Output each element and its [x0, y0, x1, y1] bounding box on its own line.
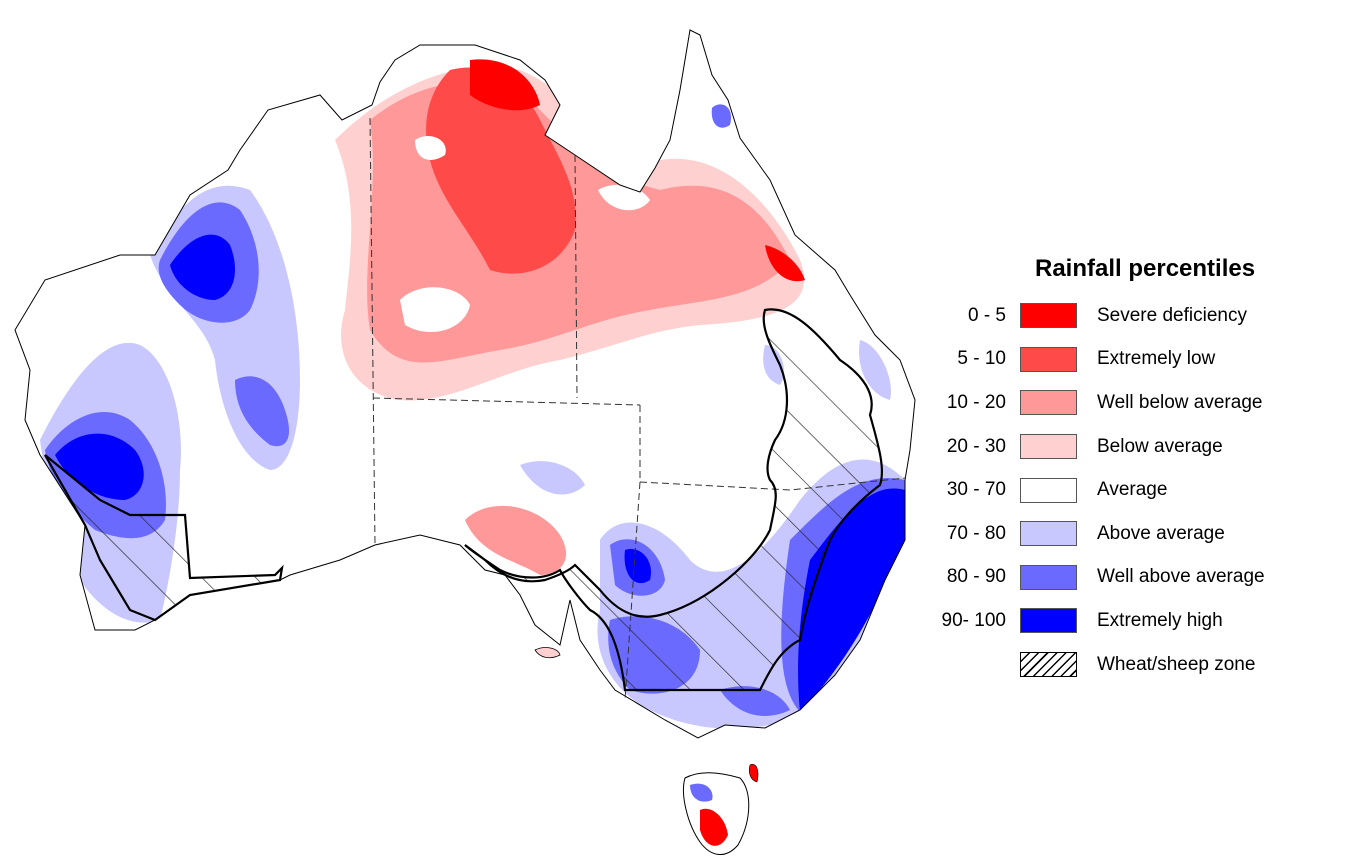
legend: Rainfall percentiles 0 - 5 Severe deficie…: [930, 255, 1330, 686]
legend-range: 20 - 30: [946, 435, 1006, 457]
legend-range: 30 - 70: [946, 479, 1006, 501]
legend-title: Rainfall percentiles: [1035, 255, 1256, 282]
legend-label: Extremely low: [1097, 348, 1216, 370]
tasmania-well-above: [690, 783, 713, 802]
cape-york-patch: [711, 104, 731, 128]
tasmania-severe-deficiency: [700, 808, 728, 846]
legend-label: Well above average: [1097, 566, 1265, 588]
legend-swatch: [1020, 521, 1077, 547]
legend-range: 70 - 80: [946, 522, 1006, 544]
border-wa-nt: [369, 117, 376, 546]
kangaroo-island: [534, 647, 561, 659]
legend-swatch: [1020, 390, 1077, 416]
tasmania: [682, 764, 759, 855]
legend-range: 5 - 10: [957, 348, 1006, 370]
above-average-sa-patch: [520, 461, 585, 495]
border-nt-sa: [372, 397, 641, 406]
average-patch-1: [400, 287, 470, 333]
above-average-qld-coast: [859, 340, 891, 400]
legend-row: 80 - 90 Well above average: [930, 556, 1330, 600]
legend-label: Below average: [1097, 435, 1223, 457]
border-sa-qld-nsw: [639, 405, 906, 491]
legend-swatch: [1020, 346, 1077, 372]
legend-label: Severe deficiency: [1097, 304, 1247, 326]
legend-label: Above average: [1097, 522, 1225, 544]
well-below-average-sa: [465, 505, 567, 575]
extremely-high-se-1: [624, 549, 651, 584]
legend-range: 90- 100: [941, 609, 1006, 631]
legend-row: 30 - 70 Average: [930, 468, 1330, 512]
legend-range: 10 - 20: [946, 391, 1006, 413]
legend-swatch: [1020, 434, 1077, 460]
legend-label-wheat-sheep: Wheat/sheep zone: [1097, 653, 1256, 675]
legend-range: 0 - 5: [967, 304, 1006, 326]
severe-deficiency-east-coast: [765, 245, 805, 282]
average-patch-3: [415, 135, 446, 160]
legend-row: 20 - 30 Below average: [930, 425, 1330, 469]
well-above-average-gippsland: [720, 686, 790, 716]
flinders-island: [748, 764, 759, 783]
well-above-average-wa-central: [235, 376, 290, 447]
legend-label: Well below average: [1097, 391, 1263, 413]
legend-rows: 0 - 5 Severe deficiency 5 - 10 Extremely lo…: [930, 294, 1330, 643]
legend-row: 90- 100 Extremely high: [930, 599, 1330, 643]
extremely-high-wa-north: [170, 234, 235, 300]
legend-row: 70 - 80 Above average: [930, 512, 1330, 556]
legend-row: 0 - 5 Severe deficiency: [930, 294, 1330, 338]
legend-swatch-hatch: [1020, 652, 1077, 678]
legend-swatch: [1020, 303, 1077, 329]
legend-label: Extremely high: [1097, 609, 1223, 631]
legend-row-wheat-sheep: Wheat/sheep zone: [930, 643, 1330, 687]
wheat-sheep-zone-wa: [44, 454, 284, 622]
legend-swatch: [1020, 608, 1077, 634]
border-nt-qld: [574, 154, 578, 399]
extremely-low-north: [426, 67, 576, 274]
legend-row: 5 - 10 Extremely low: [930, 338, 1330, 382]
legend-range: 80 - 90: [946, 566, 1006, 588]
legend-label: Average: [1097, 479, 1168, 501]
wheat-sheep-zone-east: [464, 308, 884, 692]
legend-row: 10 - 20 Well below average: [930, 381, 1330, 425]
legend-swatch: [1020, 564, 1077, 590]
severe-deficiency-north: [470, 59, 540, 111]
extremely-high-wa-south: [55, 433, 144, 500]
legend-swatch: [1020, 477, 1077, 503]
